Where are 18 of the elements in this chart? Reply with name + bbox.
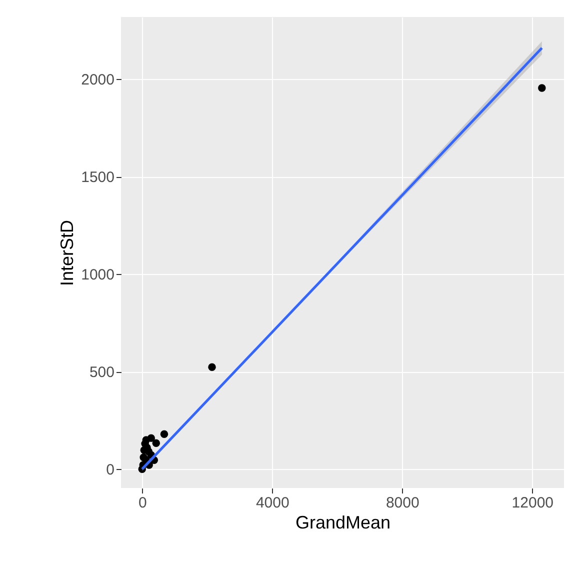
- point: [140, 454, 148, 462]
- y-tick-label: 500: [89, 364, 114, 382]
- y-tick-label: 1000: [81, 266, 114, 284]
- y-tick-label: 2000: [81, 72, 114, 89]
- point: [141, 440, 149, 448]
- point: [538, 84, 546, 92]
- y-tick-label: 1500: [81, 169, 114, 186]
- x-tick-label: 0: [138, 494, 147, 512]
- y-axis-title: InterStD: [57, 220, 78, 286]
- point: [208, 363, 216, 371]
- x-tick-label: 8000: [386, 494, 420, 512]
- point: [144, 448, 152, 456]
- point: [152, 439, 160, 448]
- x-tick-label: 12000: [512, 494, 554, 512]
- y-tick-label: 0: [106, 462, 114, 479]
- x-tick-label: 4000: [256, 494, 290, 512]
- x-axis-title: GrandMean: [295, 512, 391, 532]
- point: [160, 430, 168, 438]
